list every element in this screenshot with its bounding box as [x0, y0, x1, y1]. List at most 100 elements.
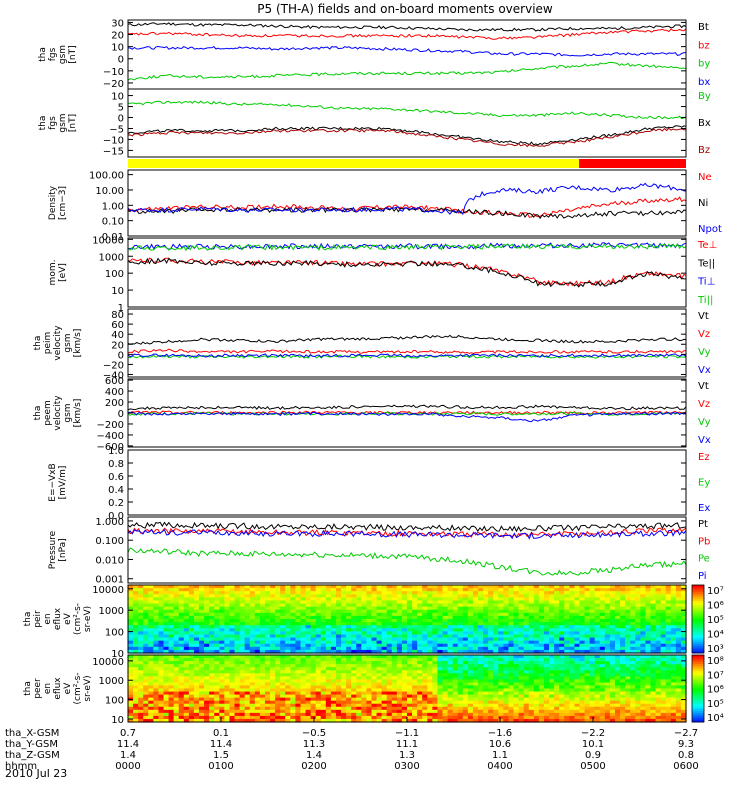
spectrogram-cell [204, 694, 210, 699]
spectrogram-cell [219, 676, 225, 680]
spectrogram-cell [153, 609, 160, 614]
spectrogram-cell [219, 597, 225, 602]
spectrogram-cell [554, 712, 560, 717]
spectrogram-cell [503, 634, 510, 639]
spectrogram-cell [381, 649, 388, 654]
spectrogram-cell [264, 619, 271, 623]
spectrogram-cell [427, 670, 433, 674]
spectrogram-cell [432, 697, 439, 702]
spectrogram-cell [569, 628, 575, 632]
spectrogram-cell [609, 661, 616, 665]
spectrogram-cell [472, 712, 479, 717]
spectrogram-cell [249, 585, 256, 589]
spectrogram-cell [670, 640, 677, 645]
series-line-Vx [127, 353, 687, 358]
spectrogram-cell [635, 700, 641, 705]
spectrogram-cell [209, 718, 215, 723]
spectrogram-cell [300, 688, 307, 693]
spectrogram-cell [422, 706, 428, 711]
spectrogram-cell [569, 606, 575, 611]
spectrogram-cell [442, 694, 449, 699]
spectrogram-cell [442, 619, 449, 623]
spectrogram-cell [609, 622, 616, 626]
spectrogram-cell [376, 591, 383, 595]
spectrogram-cell [554, 691, 560, 696]
spectrogram-cell [341, 612, 347, 617]
spectrogram-cell [249, 603, 256, 608]
spectrogram-cell [462, 703, 469, 708]
spectrogram-cell [381, 625, 388, 629]
spectrogram-cell [417, 612, 423, 617]
spectrogram-cell [214, 658, 220, 662]
spectrogram-cell [640, 588, 647, 592]
spectrogram-cell [143, 603, 149, 608]
spectrogram-cell [493, 706, 499, 711]
spectrogram-cell [432, 649, 439, 654]
spectrogram-cell [305, 646, 312, 651]
spectrogram-cell [549, 688, 555, 693]
spectrogram-cell [153, 585, 160, 589]
spectrogram-cell [310, 688, 317, 693]
spectrogram-cell [630, 615, 636, 620]
spectrogram-cell [584, 609, 591, 614]
spectrogram-cell [325, 612, 332, 617]
spectrogram-cell [457, 682, 464, 687]
spectrogram-cell [508, 634, 515, 639]
spectrogram-cell [239, 691, 246, 696]
spectrogram-cell [442, 603, 449, 608]
spectrogram-cell [209, 679, 215, 684]
spectrogram-cell [467, 661, 474, 665]
spectrogram-cell [239, 661, 246, 665]
spectrogram-cell [320, 673, 327, 677]
spectrogram-cell [239, 670, 246, 674]
spectrogram-cell [503, 637, 510, 642]
spectrogram-cell [173, 597, 180, 602]
spectrogram-cell [655, 628, 662, 632]
spectrogram-cell [224, 700, 231, 705]
spectrogram-cell [214, 603, 220, 608]
spectrogram-cell [407, 643, 413, 648]
spectrogram-cell [640, 609, 647, 614]
spectrogram-cell [432, 609, 439, 614]
spectrogram-cell [335, 676, 342, 680]
spectrogram-cell [660, 612, 667, 617]
spectrogram-cell [234, 706, 241, 711]
spectrogram-cell [173, 637, 180, 642]
spectrogram-cell [320, 658, 327, 662]
spectrogram-cell [361, 679, 368, 684]
spectrogram-cell [538, 691, 545, 696]
spectrogram-cell [133, 697, 139, 702]
spectrogram-cell [625, 682, 631, 687]
spectrogram-cell [478, 664, 484, 668]
spectrogram-cell [351, 643, 357, 648]
spectrogram-cell [229, 700, 236, 705]
spectrogram-cell [330, 606, 337, 611]
spectrogram-cell [559, 718, 565, 723]
spectrogram-cell [625, 691, 631, 696]
spectrogram-cell [604, 640, 611, 645]
spectrogram-cell [168, 640, 175, 645]
spectrogram-cell [417, 619, 423, 623]
spectrogram-cell [381, 718, 388, 723]
spectrogram-cell [290, 703, 296, 708]
spectrogram-cell [412, 688, 418, 693]
spectrogram-cell [614, 682, 621, 687]
spectrogram-cell [391, 609, 398, 614]
y-axis-label: fgs [48, 116, 58, 130]
spectrogram-cell [381, 619, 388, 623]
spectrogram-cell [133, 655, 139, 659]
spectrogram-cell [660, 606, 667, 611]
spectrogram-cell [264, 585, 271, 589]
spectrogram-cell [427, 661, 433, 665]
spectrogram-cell [680, 600, 687, 605]
spectrogram-cell [635, 603, 641, 608]
spectrogram-cell [346, 612, 352, 617]
spectrogram-cell [244, 676, 251, 680]
spectrogram-cell [280, 606, 286, 611]
spectrogram-cell [589, 585, 596, 589]
spectrogram-cell [549, 712, 555, 717]
spectrogram-cell [645, 637, 652, 642]
spectrogram-cell [630, 585, 636, 589]
spectrogram-cell [341, 694, 347, 699]
spectrogram-cell [427, 676, 433, 680]
